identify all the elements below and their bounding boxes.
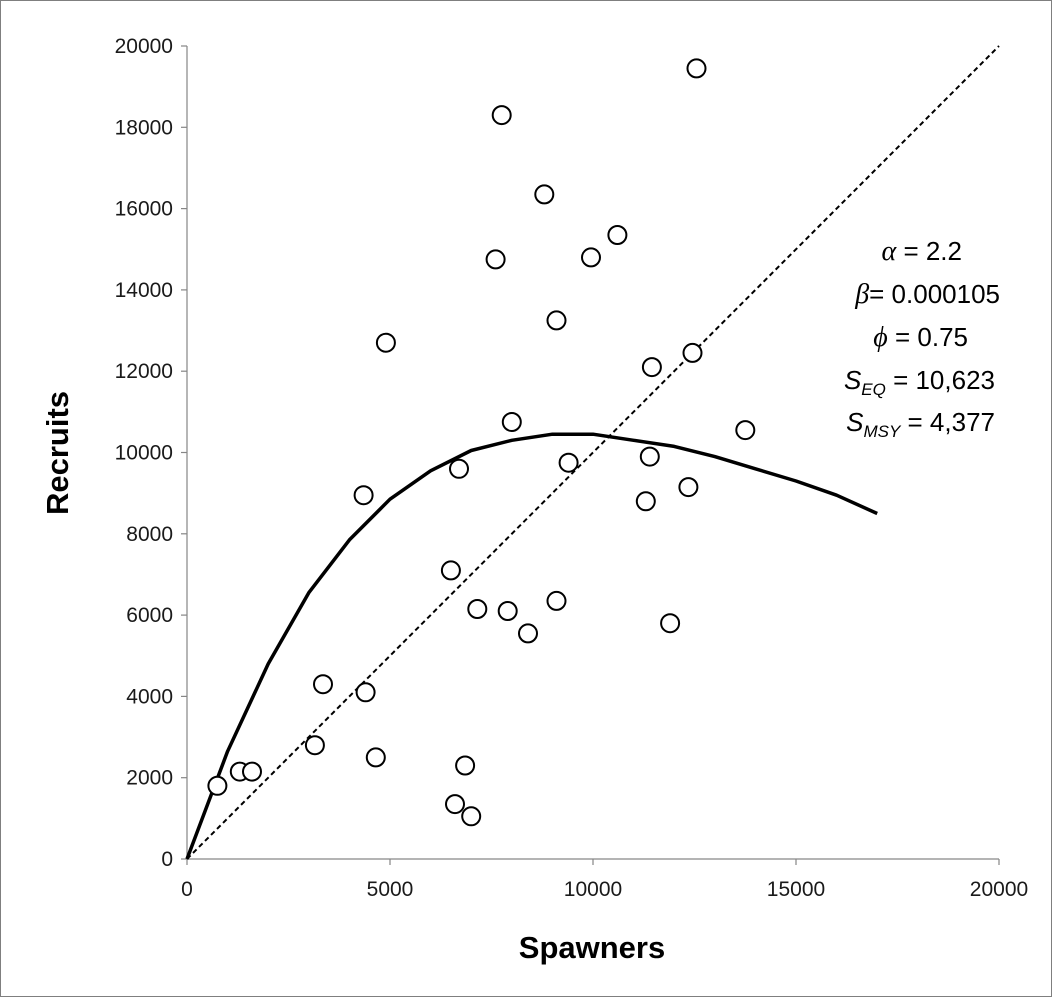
data-point [682, 342, 703, 363]
data-point [355, 682, 376, 703]
axes [181, 45, 1000, 865]
y-tick-label: 16000 [115, 198, 173, 221]
y-tick-label: 8000 [126, 523, 173, 546]
data-point [635, 491, 656, 512]
smsy-annotation: SMSY = 4,377 [846, 407, 995, 441]
tick-labels: 0 2000 4000 6000 8000 10000 12000 14000 16000 180… [115, 35, 1029, 901]
fit-lines [185, 45, 1000, 860]
x-tick-label: 0 [181, 878, 193, 901]
data-point [353, 485, 374, 506]
data-point [242, 761, 262, 782]
data-point [365, 747, 386, 768]
data-point [207, 775, 228, 796]
data-point [518, 623, 538, 644]
y-tick-label: 2000 [126, 767, 173, 790]
data-point [558, 452, 579, 473]
x-axis-title: Spawners [519, 930, 665, 965]
replacement-line [186, 45, 1000, 860]
y-tick-label: 12000 [115, 360, 173, 383]
x-tick-label: 5000 [367, 878, 414, 901]
parameter-annotations: α = 2.2 β= 0.000105 ϕ = 0.75 SEQ = 10,62… [844, 236, 1000, 441]
data-point [641, 357, 662, 378]
data-point [304, 735, 325, 756]
data-point [639, 446, 660, 467]
data-point [546, 310, 567, 331]
data-point [686, 58, 707, 79]
data-point [375, 332, 396, 353]
x-tick-label: 10000 [564, 878, 622, 901]
data-point [497, 601, 518, 621]
x-tick-label: 20000 [970, 878, 1028, 901]
y-tick-label: 6000 [126, 604, 173, 627]
seq-annotation: SEQ = 10,623 [844, 365, 995, 399]
data-point [485, 249, 506, 270]
data-point [313, 674, 333, 695]
ricker-curve [185, 432, 878, 860]
data-point [678, 477, 699, 498]
data-point [467, 599, 488, 619]
data-point [440, 560, 461, 581]
data-point [455, 755, 476, 776]
data-point [546, 590, 567, 611]
y-tick-label: 10000 [115, 442, 173, 465]
data-point [461, 806, 482, 827]
data-points [207, 58, 756, 827]
alpha-annotation: α = 2.2 [882, 236, 962, 267]
data-point [735, 420, 756, 441]
data-point [534, 184, 555, 205]
data-point [607, 225, 628, 245]
data-point [445, 794, 465, 815]
data-point [501, 412, 522, 432]
data-point [449, 458, 469, 479]
phi-annotation: ϕ = 0.75 [873, 322, 968, 353]
data-point [581, 247, 601, 268]
y-tick-label: 18000 [115, 116, 173, 139]
y-tick-label: 14000 [115, 279, 173, 302]
x-tick-label: 15000 [767, 878, 825, 901]
y-axis-title: Recruits [40, 391, 75, 515]
y-tick-label: 4000 [126, 685, 173, 708]
y-tick-label: 20000 [115, 35, 173, 58]
beta-annotation: β= 0.000105 [854, 279, 1000, 310]
data-point [491, 105, 512, 126]
y-tick-label: 0 [161, 848, 173, 871]
data-point [660, 613, 681, 634]
